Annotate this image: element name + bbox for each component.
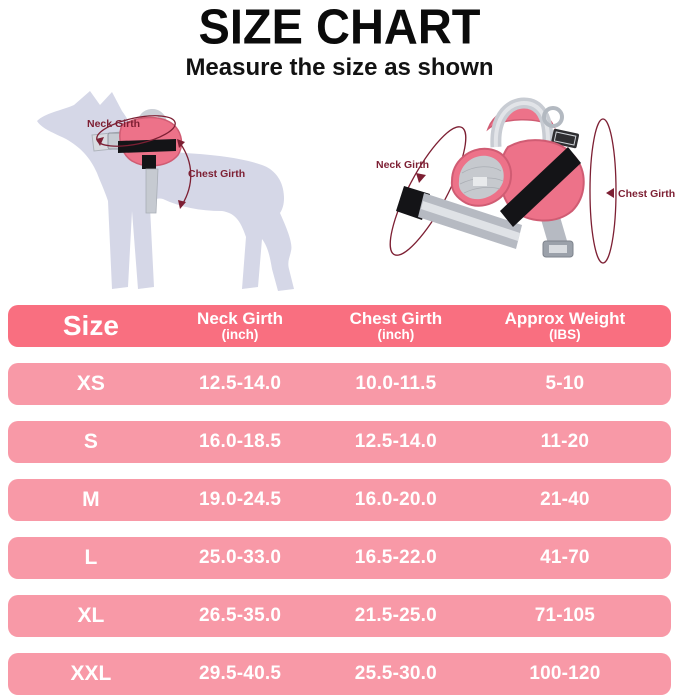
neck-cell: 25.0-33.0	[199, 547, 282, 568]
mini-label	[473, 177, 487, 186]
header-approx-weight: Approx Weight (IBS)	[504, 309, 626, 342]
weight-cell: 11-20	[540, 431, 590, 452]
black-band	[118, 139, 176, 153]
table-row: XXL 29.5-40.5 25.5-30.0 100-120	[8, 653, 671, 695]
chest-arrow-bottom-icon	[178, 200, 186, 209]
dog-harness	[91, 109, 183, 214]
table-row: XL 26.5-35.0 21.5-25.0 71-105	[8, 595, 671, 637]
table-header-row: Size Neck Girth (inch) Chest Girth (inch…	[8, 305, 671, 347]
harness-product	[396, 97, 585, 258]
weight-cell: 41-70	[540, 547, 590, 568]
size-cell: L	[84, 546, 98, 569]
size-cell: S	[83, 430, 98, 453]
neck-cell: 19.0-24.5	[199, 489, 282, 510]
belly-strap-black	[142, 155, 156, 169]
header-chest-girth: Chest Girth (inch)	[349, 309, 443, 342]
chest-girth-ellipse	[589, 118, 617, 264]
weight-cell: 71-105	[534, 605, 596, 626]
chest-cell: 21.5-25.0	[354, 605, 437, 626]
harness-measure-labels: Neck Girth Chest Girth	[376, 159, 675, 200]
chest-arrow-top-icon	[177, 139, 185, 148]
neck-arrow-icon	[416, 173, 426, 183]
measurement-figures: Neck Girth Chest Girth	[0, 89, 679, 301]
page-title: SIZE CHART	[198, 0, 481, 55]
chest-arrow-icon	[606, 188, 614, 198]
size-table: Size Neck Girth (inch) Chest Girth (inch…	[8, 305, 671, 695]
table-row: L 25.0-33.0 16.5-22.0 41-70	[8, 537, 671, 579]
chest-cell: 10.0-11.5	[355, 373, 437, 394]
neck-cell: 29.5-40.5	[199, 663, 282, 684]
weight-cell: 21-40	[540, 489, 590, 510]
size-cell: XXL	[70, 662, 112, 685]
harness-chest-girth-label: Chest Girth	[618, 188, 675, 200]
table-row: S 16.0-18.5 12.5-14.0 11-20	[8, 421, 671, 463]
chest-cell: 25.5-30.0	[354, 663, 437, 684]
label-patch-border	[553, 131, 577, 146]
label-patch	[551, 128, 580, 149]
size-cell: M	[82, 488, 100, 511]
neck-cell: 16.0-18.5	[199, 431, 282, 452]
chest-girth-arc	[179, 142, 192, 206]
dog-neck-girth-label: Neck Girth	[87, 118, 140, 130]
harness-neck-girth-label: Neck Girth	[376, 159, 429, 171]
size-cell: XS	[76, 372, 105, 395]
buckle-slot	[549, 245, 567, 253]
neck-arrow-icon	[96, 137, 104, 146]
chest-cell: 16.0-20.0	[354, 489, 437, 510]
page-subtitle: Measure the size as shown	[185, 54, 494, 81]
reflective-stripe	[421, 201, 520, 241]
chest-cell: 12.5-14.0	[354, 431, 437, 452]
neck-cell: 26.5-35.0	[199, 605, 282, 626]
d-ring-icon	[542, 106, 564, 128]
size-cell: XL	[77, 604, 105, 627]
dog-measure-annotations: Neck Girth Chest Girth	[87, 115, 245, 209]
table-row: M 19.0-24.5 16.0-20.0 21-40	[8, 479, 671, 521]
weight-cell: 5-10	[545, 373, 585, 394]
table-row: XS 12.5-14.0 10.0-11.5 5-10	[8, 363, 671, 405]
dog-chest-girth-label: Chest Girth	[188, 168, 245, 180]
header-neck-girth: Neck Girth (inch)	[197, 309, 284, 342]
belly-strap	[145, 168, 159, 214]
black-diagonal-band	[500, 147, 581, 227]
chest-cell: 16.5-22.0	[354, 547, 437, 568]
harness-diagram: Neck Girth Chest Girth	[376, 97, 675, 264]
dog-diagram: Neck Girth Chest Girth	[37, 91, 294, 291]
header-size: Size	[62, 310, 119, 341]
weight-cell: 100-120	[529, 663, 601, 684]
neck-cell: 12.5-14.0	[199, 373, 282, 394]
